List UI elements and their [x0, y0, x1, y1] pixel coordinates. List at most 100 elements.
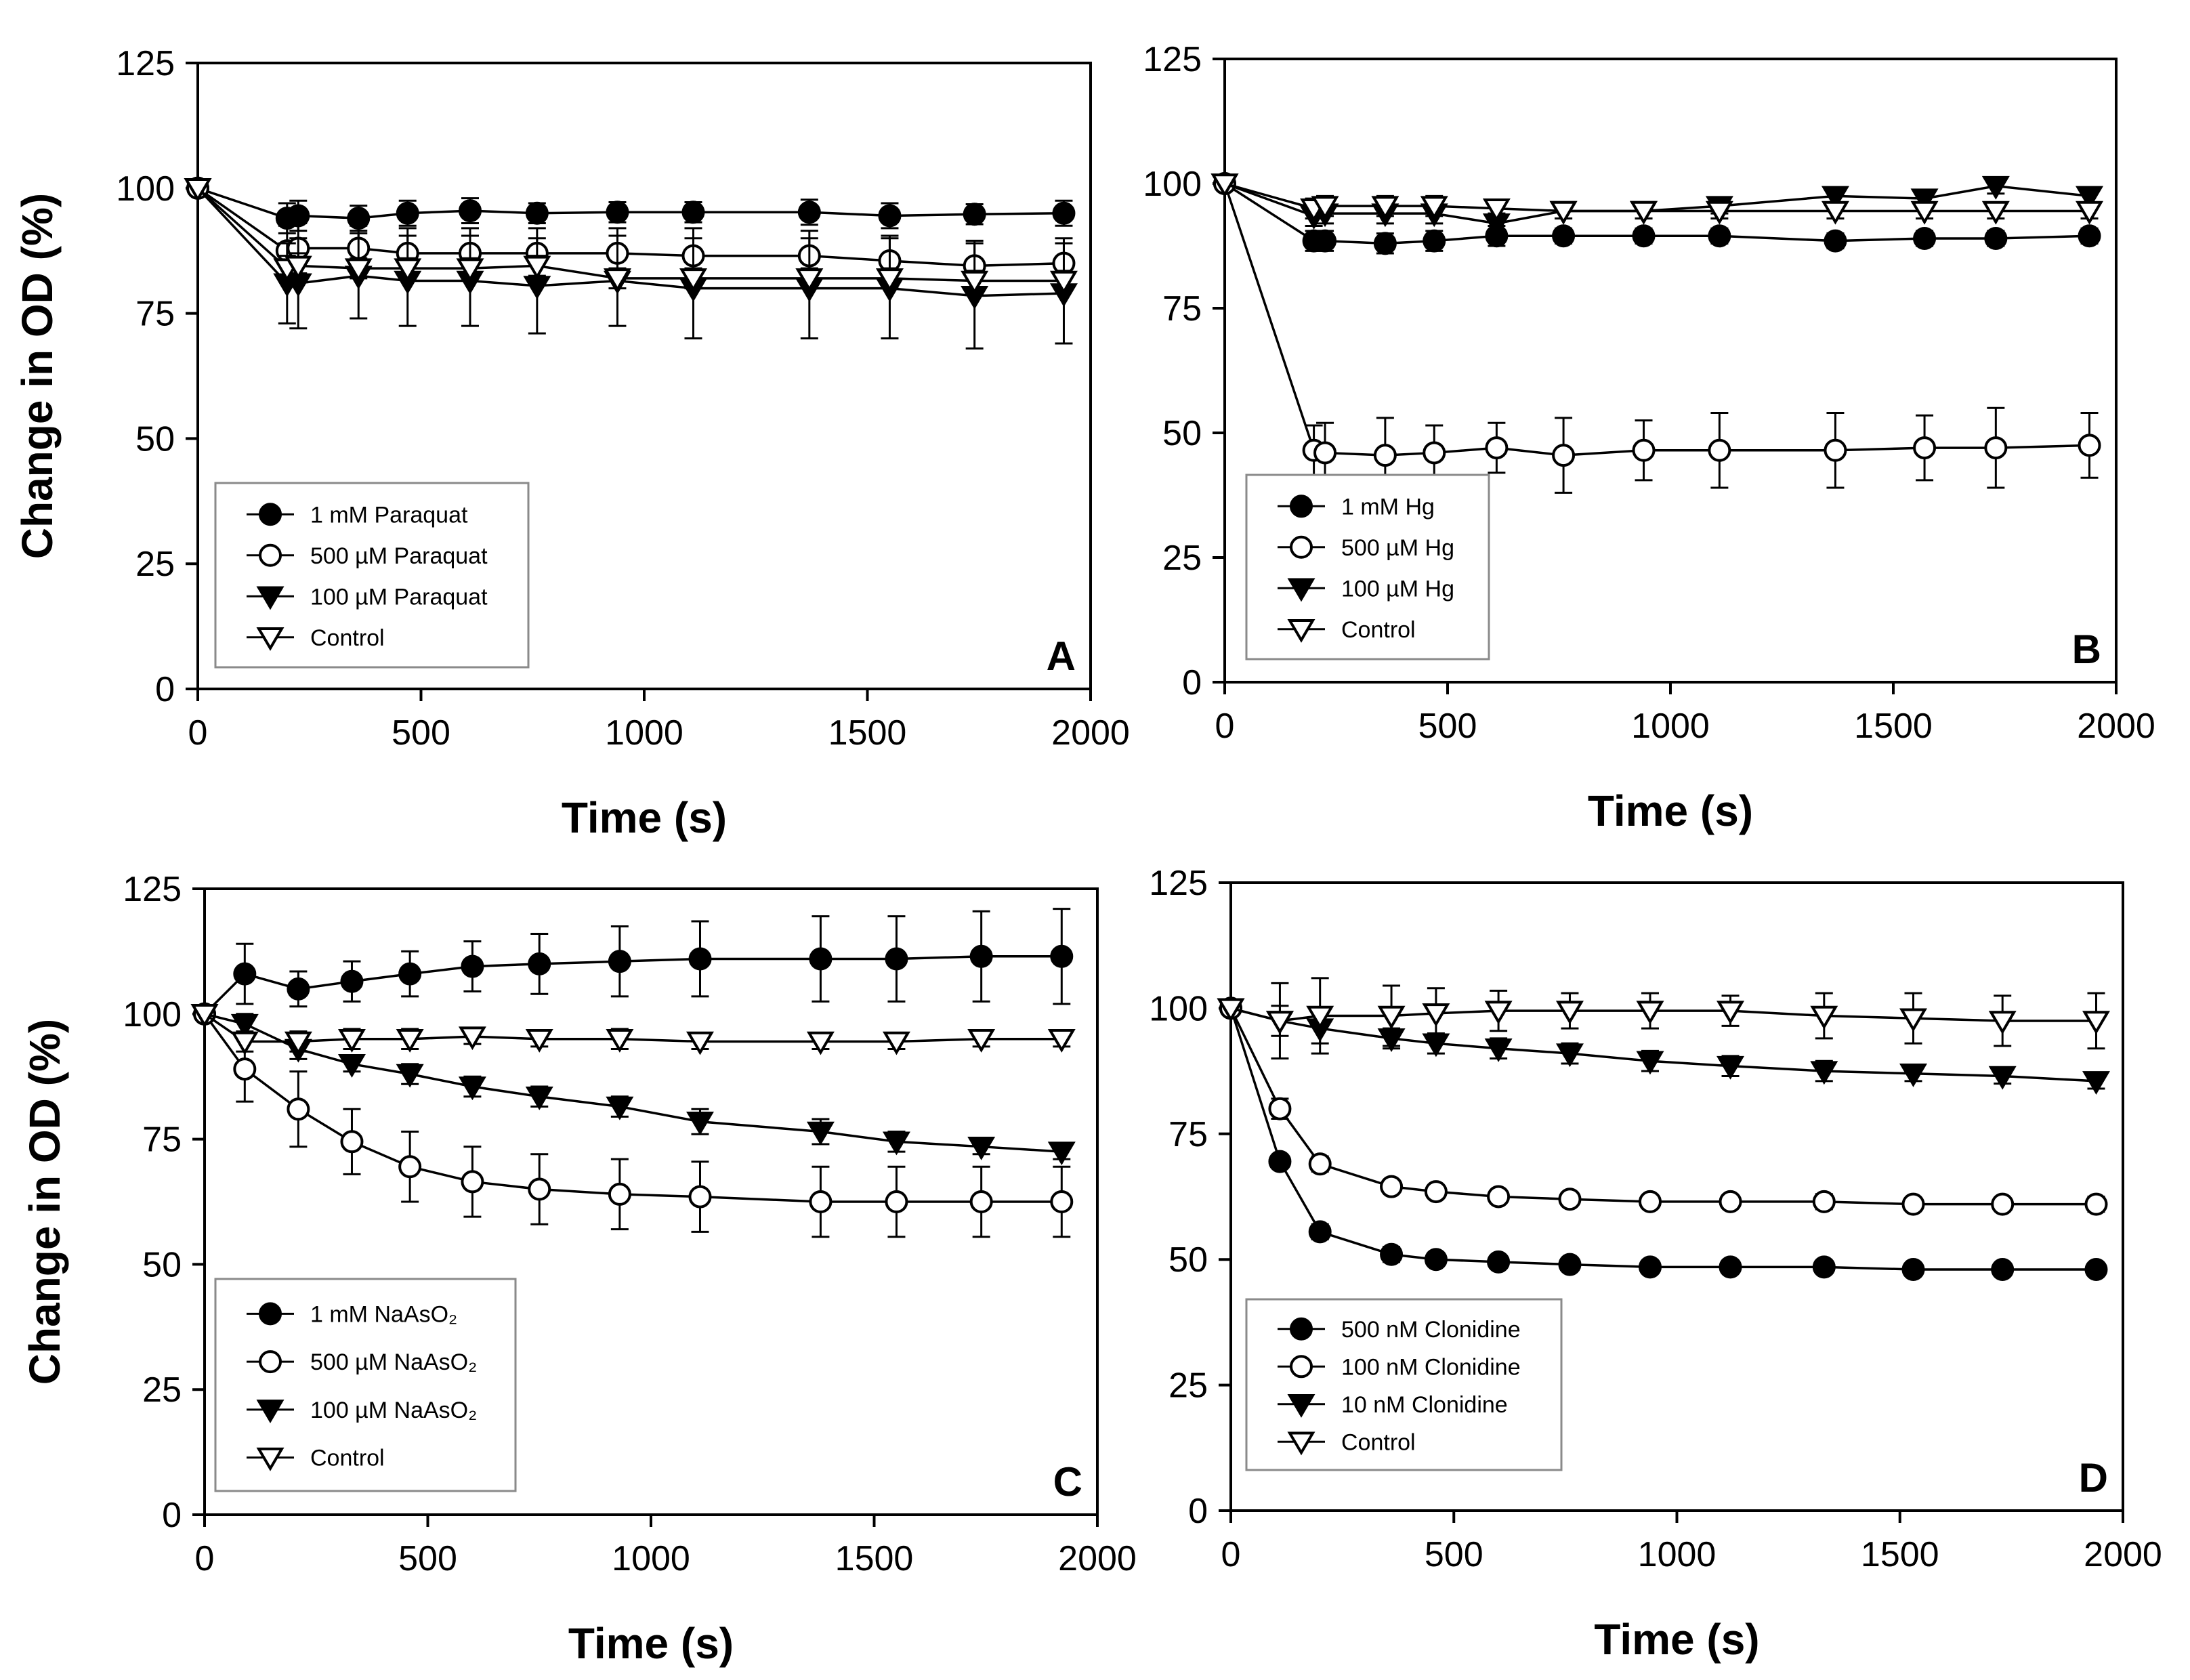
- data-point: [2082, 1071, 2110, 1095]
- legend-marker: [256, 586, 285, 610]
- y-tick-label: 100: [1149, 989, 1208, 1028]
- data-point: [1981, 175, 2010, 200]
- data-point: [1981, 201, 2010, 225]
- y-tick-label: 75: [1168, 1115, 1208, 1154]
- data-point: [1423, 229, 1446, 253]
- data-point: [1549, 201, 1578, 225]
- data-point: [1812, 1190, 1836, 1213]
- data-point: [1901, 1192, 1925, 1216]
- x-tick-label: 1500: [835, 1539, 914, 1578]
- data-point: [1552, 444, 1576, 467]
- data-point: [1484, 1001, 1513, 1025]
- series-line: [1230, 1007, 2097, 1022]
- data-point: [284, 255, 312, 280]
- legend-marker: [256, 627, 285, 651]
- y-tick-label: 50: [135, 419, 175, 459]
- series-line: [1229, 1007, 2097, 1206]
- y-axis-label: Change in OD (%): [13, 193, 62, 559]
- data-point: [1821, 186, 1849, 210]
- data-point: [1487, 1185, 1511, 1209]
- y-tick-label: 0: [1182, 663, 1202, 702]
- legend-marker: [1287, 619, 1315, 643]
- legend-label: Control: [1341, 1429, 1416, 1455]
- data-point: [2076, 186, 2104, 210]
- series-line: [1224, 182, 2090, 213]
- data-point: [885, 1190, 908, 1213]
- legend-marker: [256, 1447, 285, 1471]
- series-4: [190, 1004, 1076, 1055]
- data-point: [1910, 188, 1939, 213]
- data-point: [1821, 201, 1849, 225]
- data-point: [396, 1029, 424, 1053]
- data-point: [967, 1136, 996, 1160]
- data-point: [525, 201, 549, 225]
- series-line: [197, 187, 1064, 219]
- data-point: [882, 1131, 910, 1156]
- data-point: [2084, 1258, 2108, 1282]
- data-point: [1810, 1005, 1838, 1030]
- legend-marker: [1290, 535, 1313, 559]
- legend-label: 1 mM NaAsO₂: [310, 1301, 457, 1327]
- data-point: [340, 1130, 364, 1154]
- x-tick-label: 1000: [605, 713, 683, 753]
- data-point: [875, 268, 904, 292]
- data-point: [1050, 944, 1074, 968]
- y-tick-label: 0: [1188, 1492, 1208, 1531]
- data-point: [1484, 1038, 1513, 1062]
- data-point: [523, 276, 551, 300]
- chart-panel-c: 0 500 1000 1500 2000 0 25 50 75 100 125 Time (s) Cha…: [20, 870, 1137, 1668]
- data-point: [344, 258, 373, 282]
- x-tick-label: 1000: [1631, 707, 1710, 746]
- data-point: [686, 1031, 714, 1055]
- data-point: [233, 1057, 257, 1081]
- data-point: [287, 977, 310, 1001]
- legend-label: Control: [310, 625, 385, 651]
- data-point: [1899, 1064, 1928, 1087]
- y-tick-label: 50: [1162, 414, 1202, 453]
- data-point: [1558, 1188, 1582, 1211]
- y-tick-label: 100: [116, 169, 175, 209]
- chart-panel-b: 0 500 1000 1500 2000 0 25 50 75 100 125 Time (s) 1 m…: [1143, 40, 2155, 835]
- data-point: [1717, 1055, 1745, 1080]
- data-point: [1812, 1255, 1836, 1279]
- data-point: [523, 255, 551, 280]
- data-point: [1210, 173, 1239, 198]
- data-point: [456, 258, 484, 282]
- y-tick-label: 125: [116, 44, 175, 83]
- legend-marker: [1287, 1431, 1315, 1456]
- x-tick-label: 2000: [2077, 707, 2155, 746]
- data-point: [608, 950, 631, 973]
- x-axis-label: Time (s): [562, 793, 727, 842]
- data-point: [1308, 1152, 1332, 1176]
- data-point: [969, 944, 993, 968]
- data-point: [394, 258, 422, 282]
- data-point: [1424, 1180, 1448, 1204]
- data-point: [1047, 1141, 1076, 1166]
- x-tick-label: 1500: [828, 713, 907, 753]
- series-1: [186, 176, 1076, 234]
- data-point: [885, 947, 908, 971]
- data-point: [1552, 224, 1576, 248]
- data-point: [1636, 1001, 1664, 1025]
- data-point: [528, 952, 551, 975]
- data-point: [1482, 198, 1511, 222]
- series-line: [1224, 182, 2090, 225]
- data-point: [1636, 1051, 1664, 1075]
- series-line: [204, 1013, 1062, 1043]
- data-point: [1308, 1220, 1332, 1244]
- legend: 1 mM Paraquat 500 µM Paraquat 100 µM Paraq…: [214, 482, 530, 669]
- legend-marker: [259, 543, 282, 567]
- series-line: [203, 1013, 1062, 1203]
- x-axis-label: Time (s): [568, 1619, 734, 1668]
- data-point: [1377, 1005, 1406, 1030]
- x-tick-label: 0: [1221, 1535, 1241, 1574]
- x-tick-label: 500: [1425, 1535, 1483, 1574]
- data-point: [396, 1064, 424, 1088]
- data-point: [1268, 1097, 1292, 1120]
- series-line: [196, 187, 1064, 282]
- data-point: [1049, 270, 1078, 295]
- data-point: [1708, 224, 1731, 248]
- x-tick-label: 1000: [612, 1539, 690, 1578]
- data-point: [2078, 224, 2101, 248]
